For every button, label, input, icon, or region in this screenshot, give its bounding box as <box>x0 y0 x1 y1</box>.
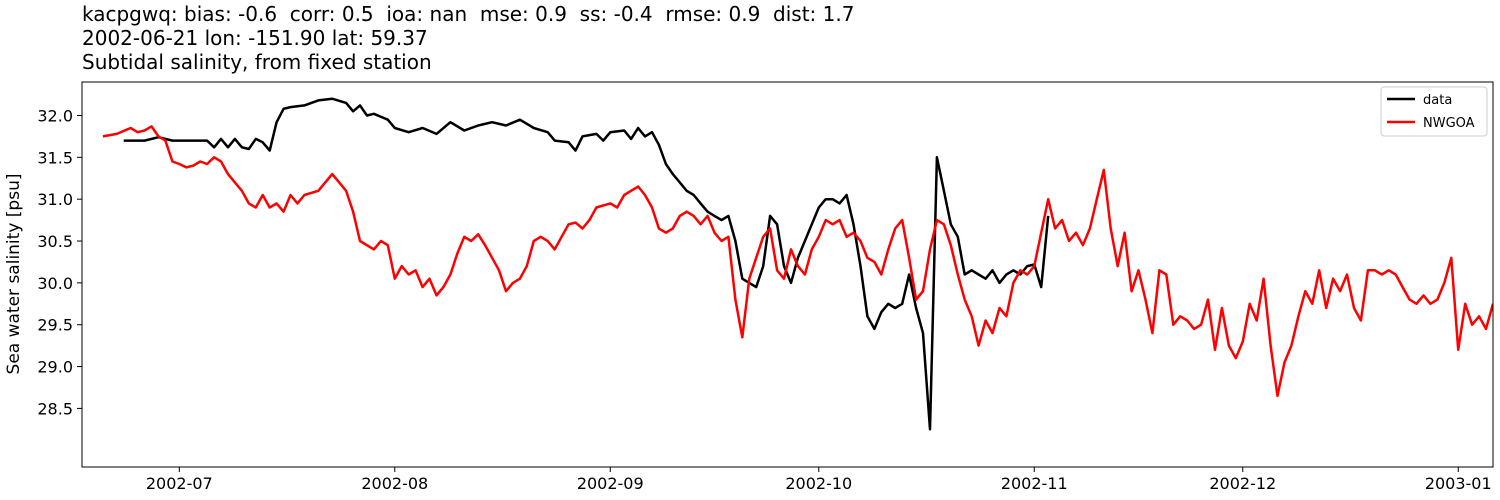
series-line-data <box>123 97 1050 431</box>
legend: data NWGOA <box>1380 86 1488 137</box>
chart-title: kacpgwq: bias: -0.6 corr: 0.5 ioa: nan m… <box>82 2 854 74</box>
y-tick-label: 31.0 <box>37 190 73 209</box>
y-tick-label: 31.5 <box>37 148 73 167</box>
x-tick-label: 2002-07 <box>146 474 213 493</box>
x-tick-label: 2003-01 <box>1425 474 1492 493</box>
x-tick-label: 2002-10 <box>785 474 852 493</box>
y-tick-label: 32.0 <box>37 106 73 125</box>
series-line-nwgoa <box>102 125 1493 398</box>
legend-label-data: data <box>1423 93 1452 108</box>
y-tick-label: 29.0 <box>37 358 73 377</box>
y-tick-label: 30.0 <box>37 274 73 293</box>
x-tick-label: 2002-11 <box>1001 474 1068 493</box>
legend-label-nwgoa: NWGOA <box>1423 116 1475 131</box>
y-tick-label: 30.5 <box>37 232 73 251</box>
plot-frame <box>81 81 1494 468</box>
series-layer <box>102 97 1493 431</box>
y-axis: 28.5 29.0 29.5 30.0 30.5 31.0 31.5 32.0 <box>37 106 82 418</box>
title-line-3: Subtidal salinity, from fixed station <box>82 50 432 74</box>
x-tick-label: 2002-09 <box>577 474 644 493</box>
x-tick-label: 2002-12 <box>1209 474 1276 493</box>
x-tick-label: 2002-08 <box>361 474 428 493</box>
x-axis: 2002-07 2002-08 2002-09 2002-10 2002-11 2002-… <box>146 467 1492 493</box>
title-line-1: kacpgwq: bias: -0.6 corr: 0.5 ioa: nan m… <box>82 2 855 26</box>
y-tick-label: 28.5 <box>37 399 73 418</box>
y-axis-label: Sea water salinity [psu] <box>4 174 24 375</box>
y-tick-label: 29.5 <box>37 316 73 335</box>
title-line-2: 2002-06-21 lon: -151.90 lat: 59.37 <box>82 26 428 50</box>
